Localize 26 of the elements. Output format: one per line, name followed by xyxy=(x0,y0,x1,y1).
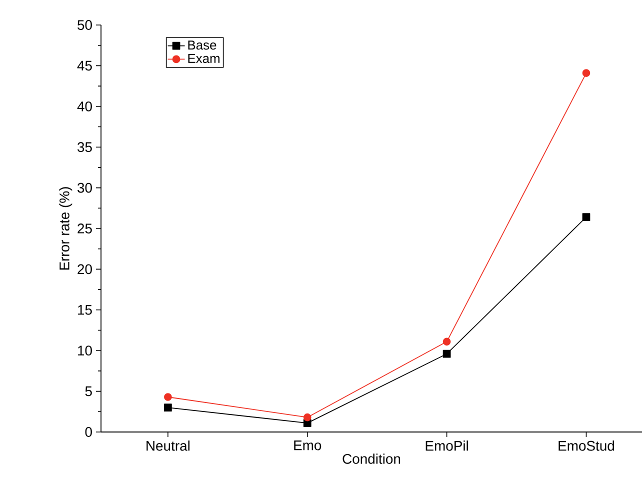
point xyxy=(164,393,172,401)
y-tick-label: 40 xyxy=(77,101,92,112)
legend-label: Exam xyxy=(188,54,220,64)
y-tick-label: 0 xyxy=(85,427,92,437)
point xyxy=(582,69,590,77)
y-tick-label: 5 xyxy=(85,386,92,396)
y-tick-label: 50 xyxy=(78,20,92,30)
x-tick-label: Neutral xyxy=(146,440,190,451)
point xyxy=(442,350,451,358)
y-tick-label: 15 xyxy=(78,305,92,315)
y-tick-label: 35 xyxy=(77,142,92,152)
point xyxy=(164,404,172,412)
y-tick-label: 10 xyxy=(78,346,92,356)
point xyxy=(303,413,312,422)
point xyxy=(442,338,451,346)
x-tick-label: Emo xyxy=(294,440,322,450)
y-axis-title: Error rate (%) xyxy=(59,187,72,270)
y-tick-label: 25 xyxy=(78,224,92,234)
x-tick-label: EmoPil xyxy=(426,440,468,451)
x-tick-label: EmoStud xyxy=(558,440,614,451)
legend-label: Base xyxy=(188,40,216,50)
y-tick-label: 45 xyxy=(77,60,92,71)
point xyxy=(582,213,590,222)
y-tick-label: 30 xyxy=(77,182,92,193)
x-axis-title: Condition xyxy=(342,454,400,464)
y-tick-label: 20 xyxy=(78,264,92,274)
